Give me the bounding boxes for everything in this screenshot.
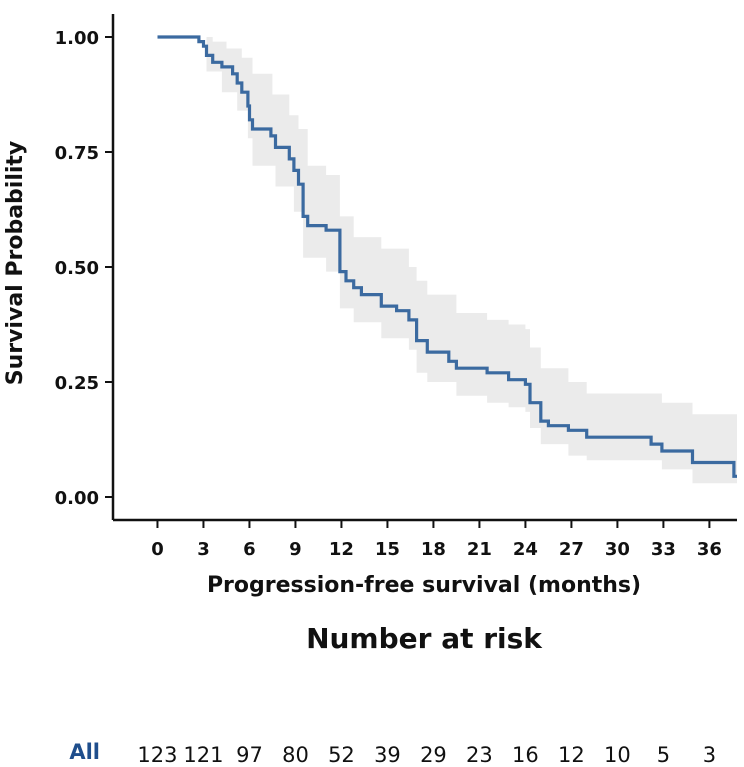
x-tick-label: 27: [559, 539, 584, 560]
plot-area: [157, 35, 737, 491]
y-axis-title: Survival Probability: [3, 141, 28, 386]
risk-count: 29: [420, 743, 447, 767]
risk-count: 80: [282, 743, 309, 767]
y-tick-label: 0.00: [55, 488, 99, 509]
risk-count: 23: [466, 743, 493, 767]
risk-count: 5: [657, 743, 670, 767]
risk-count: 97: [236, 743, 263, 767]
y-tick-label: 0.25: [55, 373, 99, 394]
x-tick-label: 21: [467, 539, 492, 560]
x-tick-label: 33: [651, 539, 676, 560]
y-tick-label: 1.00: [55, 28, 99, 49]
risk-count: 12: [558, 743, 585, 767]
x-tick-label: 24: [513, 539, 538, 560]
risk-count: 10: [604, 743, 631, 767]
x-tick-label: 0: [151, 539, 164, 560]
x-ticks: 0 3 6 9 12 15 18 21 24 27 30 33 36: [151, 520, 722, 560]
x-tick-label: 3: [197, 539, 210, 560]
y-tick-label: 0.50: [55, 258, 99, 279]
x-tick-label: 15: [375, 539, 400, 560]
risk-count: 123: [137, 743, 177, 767]
risk-group-label: All: [69, 740, 100, 764]
y-tick-label: 0.75: [55, 143, 99, 164]
survival-curve: [157, 35, 737, 478]
risk-count: 3: [703, 743, 716, 767]
x-tick-label: 30: [605, 539, 630, 560]
risk-counts: 123 121 97 80 52 39 29 23 16 12 10 5 3: [137, 743, 716, 767]
x-tick-label: 6: [243, 539, 256, 560]
x-tick-label: 18: [421, 539, 446, 560]
ci-band: [157, 37, 737, 491]
risk-count: 121: [183, 743, 223, 767]
x-axis-title: Progression-free survival (months): [207, 573, 641, 598]
y-ticks: 0.00 0.25 0.50 0.75 1.00: [55, 28, 113, 509]
risk-count: 52: [328, 743, 355, 767]
x-tick-label: 9: [289, 539, 302, 560]
x-tick-label: 36: [697, 539, 722, 560]
x-tick-label: 12: [329, 539, 354, 560]
risk-count: 16: [512, 743, 539, 767]
risk-count: 39: [374, 743, 401, 767]
risk-table-title: Number at risk: [306, 622, 543, 655]
